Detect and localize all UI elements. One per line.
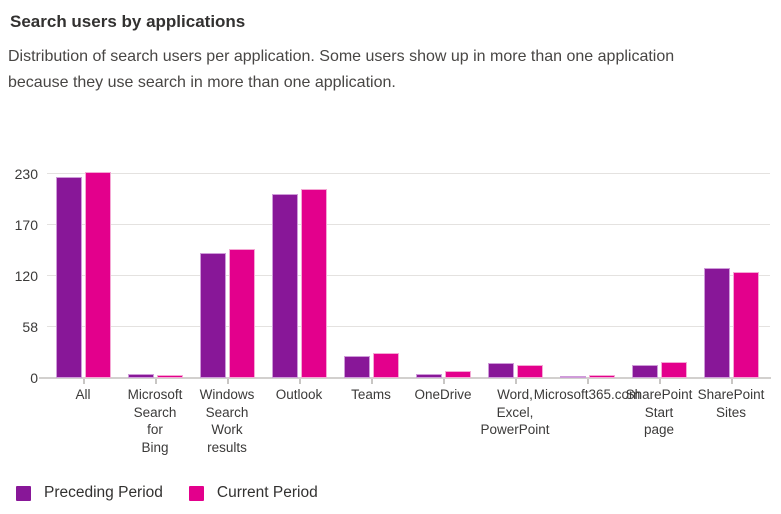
bar-current-period-microsoft-search-for-bing[interactable] (157, 375, 183, 378)
x-label-text: Microsoft Search for Bing (127, 387, 183, 455)
x-axis-tick (83, 379, 85, 384)
bar-preceding-period-sharepoint-start-page[interactable] (632, 365, 658, 378)
bar-preceding-period-teams[interactable] (344, 356, 370, 378)
x-axis-tick (227, 379, 229, 384)
y-axis-labels: 0 58 120 170 230 (0, 166, 38, 386)
legend-item-current-period[interactable]: Current Period (188, 484, 318, 502)
bar-current-period-microsoft365-com[interactable] (589, 375, 615, 378)
legend-item-preceding-period[interactable]: Preceding Period (16, 484, 163, 502)
chart-legend: Preceding Period Current Period (16, 484, 318, 502)
bar-group-microsoft365-com (551, 174, 623, 378)
bar-preceding-period-windows-search-work-results[interactable] (200, 253, 226, 378)
x-label-text: All (75, 387, 91, 402)
x-axis-tick (299, 379, 301, 384)
x-axis-tick (515, 379, 517, 384)
x-label-all: All (47, 386, 119, 404)
x-label-onedrive: OneDrive (407, 386, 479, 404)
x-label-text: Microsoft365.com (533, 387, 641, 402)
x-label-text: Outlook (275, 387, 323, 402)
page-title: Search users by applications (10, 12, 246, 31)
bar-preceding-period-sharepoint-sites[interactable] (704, 268, 730, 378)
x-axis-tick (443, 379, 445, 384)
x-axis-tick (587, 379, 589, 384)
x-label-text: SharePoint Start page (625, 387, 693, 437)
page-description: Distribution of search users per applica… (8, 48, 675, 91)
bar-current-period-word-excel-powerpoint[interactable] (517, 365, 543, 378)
bar-preceding-period-outlook[interactable] (272, 194, 298, 378)
bar-current-period-windows-search-work-results[interactable] (229, 249, 255, 378)
y-tick-label-0: 0 (30, 370, 38, 386)
gridline-58 (47, 326, 770, 327)
bar-current-period-sharepoint-sites[interactable] (733, 272, 759, 378)
bar-group-onedrive (407, 174, 479, 378)
x-label-windows-search-work-results: Windows Search Work results (191, 386, 263, 456)
bar-current-period-all[interactable] (85, 172, 111, 378)
x-label-teams: Teams (335, 386, 407, 404)
x-label-word-excel-powerpoint: Word, Excel, PowerPoint (479, 386, 551, 439)
bar-current-period-sharepoint-start-page[interactable] (661, 362, 687, 378)
y-tick-label-58: 58 (22, 319, 38, 335)
bar-group-word-excel-powerpoint (479, 174, 551, 378)
legend-label: Preceding Period (44, 484, 163, 501)
x-axis-labels: All Microsoft Search for Bing Windows Sear… (47, 386, 767, 466)
x-axis-tick (731, 379, 733, 384)
legend-label: Current Period (216, 484, 318, 501)
x-label-sharepoint-sites: SharePoint Sites (695, 386, 767, 421)
x-label-outlook: Outlook (263, 386, 335, 404)
x-label-text: SharePoint Sites (697, 387, 765, 420)
x-axis-line (39, 377, 771, 379)
x-axis-tick (371, 379, 373, 384)
gridline-170 (47, 224, 770, 225)
bar-chart-plot-area (39, 172, 771, 384)
bar-preceding-period-microsoft-search-for-bing[interactable] (128, 374, 154, 378)
bar-preceding-period-microsoft365-com[interactable] (560, 376, 586, 378)
bar-current-period-onedrive[interactable] (445, 371, 471, 378)
bar-current-period-teams[interactable] (373, 353, 399, 378)
bar-group-windows-search-work-results (191, 174, 263, 378)
bar-group-all (47, 172, 119, 378)
bar-preceding-period-all[interactable] (56, 177, 82, 378)
x-label-sharepoint-start-page: SharePoint Start page (623, 386, 695, 439)
x-label-text: Teams (351, 387, 391, 402)
x-label-text: OneDrive (414, 387, 472, 402)
bar-current-period-outlook[interactable] (301, 189, 327, 378)
bar-preceding-period-onedrive[interactable] (416, 374, 442, 378)
bar-preceding-period-word-excel-powerpoint[interactable] (488, 363, 514, 378)
y-tick-label-230: 230 (14, 166, 38, 182)
x-label-microsoft365-com: Microsoft365.com (534, 386, 641, 404)
y-tick-label-170: 170 (14, 217, 38, 233)
x-label-text: Windows Search Work results (199, 387, 255, 455)
legend-swatch-current-period (188, 485, 204, 501)
x-label-microsoft-search-for-bing: Microsoft Search for Bing (119, 386, 191, 456)
bar-group-outlook (263, 174, 335, 378)
y-tick-label-120: 120 (14, 268, 38, 284)
gridline-120 (47, 275, 770, 276)
bar-group-microsoft-search-for-bing (119, 174, 191, 378)
x-axis-tick (155, 379, 157, 384)
x-axis-tick (659, 379, 661, 384)
bar-group-sharepoint-sites (695, 174, 767, 378)
bar-group-teams (335, 174, 407, 378)
legend-swatch-preceding-period (16, 485, 31, 501)
bar-group-sharepoint-start-page (623, 174, 695, 378)
gridline-230 (47, 173, 770, 174)
x-label-text: Word, Excel, PowerPoint (480, 387, 550, 437)
